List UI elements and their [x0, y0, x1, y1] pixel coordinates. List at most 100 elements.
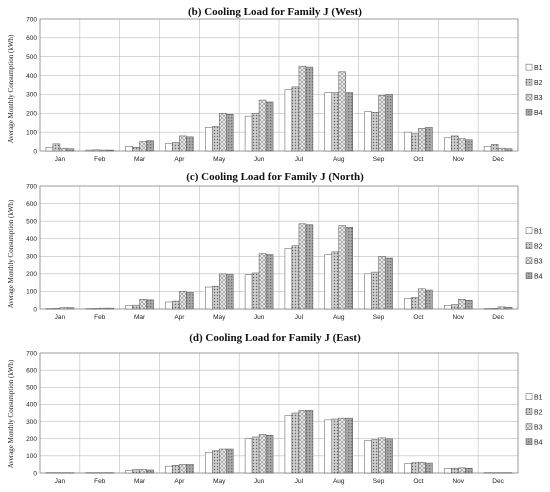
- chart-title: (c) Cooling Load for Family J (North): [186, 171, 364, 183]
- legend-swatch: [525, 272, 533, 279]
- x-tick-label: Aug: [333, 478, 345, 485]
- bar-b2-mar: [132, 469, 140, 474]
- x-tick-label: Apr: [174, 478, 185, 485]
- x-tick-label: Nov: [452, 156, 464, 163]
- bar-b3-jun: [258, 253, 267, 310]
- panel-d: (d) Cooling Load for Family J (East) Ave…: [7, 332, 543, 485]
- bar-b4-aug: [345, 417, 353, 474]
- bar-b1-may: [205, 127, 213, 152]
- bar-b4-may: [226, 273, 234, 310]
- legend-swatch: [525, 408, 533, 415]
- bar-b1-jun: [244, 115, 253, 152]
- y-tick-label: 300: [26, 92, 37, 99]
- y-tick-label: 100: [26, 129, 37, 136]
- bar-b1-feb: [85, 149, 93, 152]
- bar-b4-oct: [425, 127, 433, 152]
- legend-label: B3: [534, 424, 543, 431]
- bar-b3-jan: [59, 307, 68, 310]
- legend-swatch: [525, 78, 533, 86]
- bar-b2-jun: [251, 113, 260, 152]
- bar-b1-aug: [324, 254, 332, 310]
- legend-label: B4: [534, 439, 543, 446]
- x-tick-label: Mar: [134, 314, 146, 321]
- bar-b4-jun: [265, 101, 274, 152]
- bar-b3-nov: [458, 299, 466, 310]
- legend-swatch: [525, 227, 533, 234]
- y-tick-label: 700: [26, 350, 37, 357]
- bar-b3-nov: [458, 467, 466, 474]
- bar-b1-may: [205, 452, 213, 474]
- y-tick-label: 400: [26, 402, 37, 409]
- legend-swatch: [525, 93, 533, 101]
- x-tick-label: Oct: [413, 314, 423, 321]
- y-axis-label: Average Monthly Consumption (kWh): [7, 359, 15, 468]
- legend-swatch: [525, 393, 533, 400]
- legend-label: B3: [534, 259, 543, 266]
- bar-b2-jun: [251, 436, 260, 474]
- chart-title: (b) Cooling Load for Family J (West): [188, 6, 362, 18]
- bar-b1-oct: [404, 463, 412, 474]
- x-tick-label: Mar: [134, 478, 146, 485]
- bar-b1-oct: [404, 298, 412, 310]
- bar-b1-feb: [85, 472, 93, 474]
- x-tick-label: Dec: [492, 478, 504, 485]
- bar-b3-jul: [298, 65, 307, 152]
- bar-b4-feb: [106, 307, 114, 310]
- bar-b2-jul: [291, 412, 300, 474]
- x-tick-label: Jul: [295, 314, 304, 321]
- y-tick-label: 200: [26, 271, 37, 278]
- bar-b1-jul: [284, 89, 293, 152]
- bar-b4-oct: [425, 289, 433, 310]
- y-tick-label: 600: [26, 201, 37, 208]
- bar-b1-aug: [324, 92, 332, 152]
- bar-b1-mar: [125, 305, 133, 310]
- bar-b2-nov: [451, 304, 459, 310]
- legend-swatch: [525, 242, 533, 249]
- x-tick-label: May: [213, 156, 226, 163]
- x-tick-label: Sep: [373, 156, 385, 163]
- y-tick-label: 0: [33, 470, 37, 477]
- legend-label: B1: [534, 65, 543, 72]
- y-tick-label: 500: [26, 218, 37, 225]
- bar-b4-apr: [186, 136, 194, 152]
- bar-b4-apr: [186, 292, 194, 310]
- legend-label: B4: [534, 274, 543, 281]
- bar-b3-feb: [99, 307, 107, 310]
- bar-b3-apr: [179, 464, 187, 474]
- bar-b1-mar: [125, 146, 133, 152]
- bar-b3-jun: [258, 99, 267, 152]
- bar-b1-oct: [404, 131, 412, 152]
- bar-b3-sep: [378, 437, 386, 474]
- y-tick-label: 100: [26, 453, 37, 460]
- bar-b3-oct: [418, 462, 426, 474]
- bar-b1-jul: [284, 248, 293, 310]
- bar-b3-jan: [59, 472, 68, 474]
- bar-b3-aug: [338, 225, 346, 310]
- chart-title: (d) Cooling Load for Family J (East): [189, 332, 361, 344]
- bar-b2-apr: [172, 142, 180, 152]
- bar-b3-jan: [59, 147, 68, 152]
- bar-b1-jun: [244, 274, 253, 310]
- bar-b4-jul: [305, 66, 314, 152]
- plot-border: [39, 185, 519, 310]
- bar-b4-jun: [265, 254, 274, 310]
- bar-b4-sep: [385, 438, 393, 474]
- x-tick-label: Apr: [174, 314, 185, 321]
- legend-label: B4: [534, 110, 543, 117]
- bar-b2-may: [212, 126, 220, 152]
- y-tick-label: 0: [33, 148, 37, 155]
- y-tick-label: 600: [26, 35, 37, 42]
- bar-b2-mar: [132, 304, 140, 310]
- panel-b: (b) Cooling Load for Family J (West) Ave…: [7, 6, 543, 163]
- bar-b3-dec: [497, 147, 506, 152]
- x-tick-label: Aug: [333, 156, 345, 163]
- bar-b1-sep: [364, 440, 372, 474]
- bar-b3-nov: [458, 138, 466, 152]
- bar-b3-mar: [139, 469, 147, 474]
- bar-b3-oct: [418, 128, 426, 152]
- bar-b1-may: [205, 286, 213, 310]
- bar-b1-dec: [483, 472, 492, 474]
- y-tick-label: 0: [33, 306, 37, 313]
- x-tick-label: Feb: [94, 156, 106, 163]
- bar-b3-jul: [298, 223, 307, 310]
